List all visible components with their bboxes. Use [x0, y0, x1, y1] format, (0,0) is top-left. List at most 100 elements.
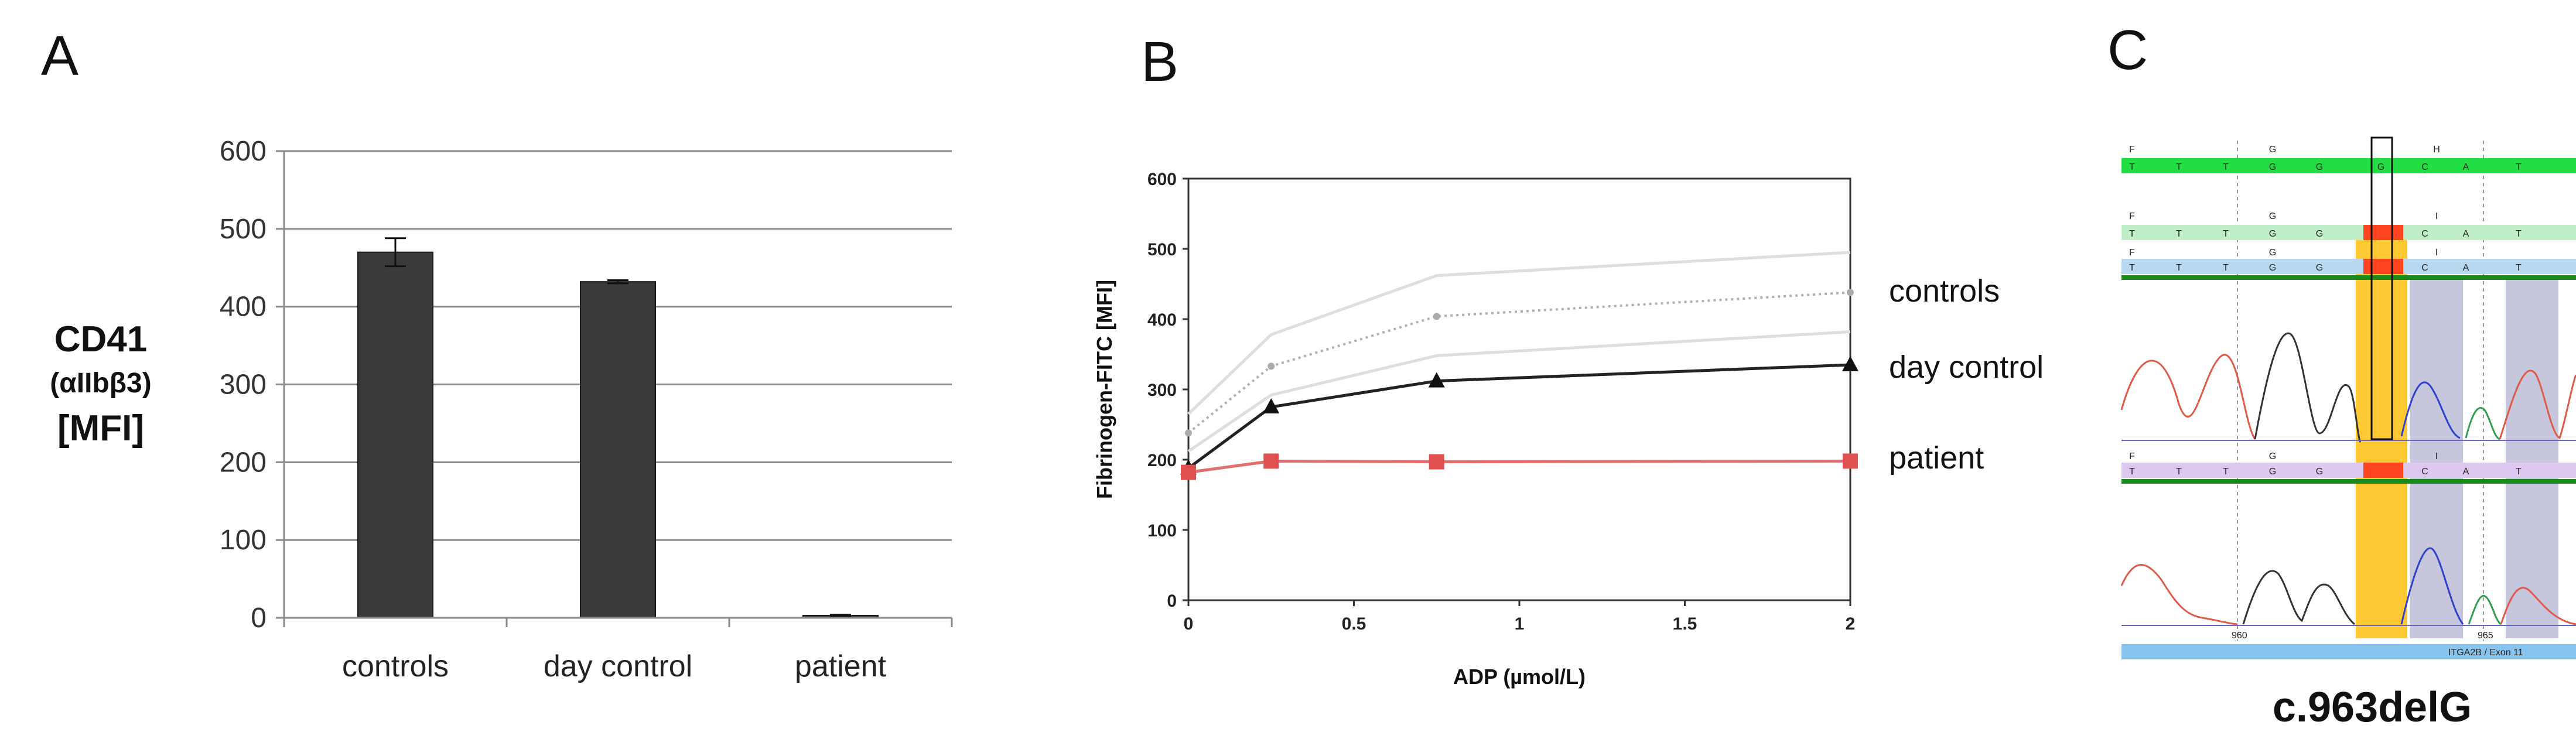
category-label: controls [342, 649, 449, 683]
y-tick-labels: 0 100 200 300 400 500 600 [220, 136, 267, 634]
deletion-marker [2363, 463, 2403, 478]
base-letter: A [2463, 162, 2469, 172]
x-tick-label: 2 [1846, 614, 1856, 634]
header-letter: G [2269, 145, 2276, 155]
base-letter: T [2129, 263, 2135, 273]
error-bars [385, 237, 851, 617]
base-letter: T [2516, 263, 2522, 273]
base-letter: T [2223, 229, 2229, 239]
header-letter: F [2129, 451, 2135, 461]
base-letter: T [2129, 229, 2135, 239]
position-label-960: 960 [2232, 631, 2247, 641]
series-line-controls-upper [1187, 251, 1851, 415]
sample-track-bar [2121, 463, 2576, 478]
series-label-day-control: day control [1889, 350, 2044, 385]
base-letter: G [2316, 467, 2323, 477]
series-lines [1187, 251, 1851, 474]
base-letter: T [2129, 467, 2135, 477]
y-tick-label: 400 [220, 292, 267, 323]
base-letter: T [2176, 467, 2182, 477]
y-label-line-3: [MFI] [57, 408, 144, 449]
deletion-box [2370, 136, 2393, 440]
y-tick-label: 500 [220, 214, 267, 245]
point-patient [1263, 453, 1279, 469]
base-letter: A [2463, 229, 2469, 239]
y-tick-label: 100 [1147, 521, 1177, 541]
x-axis [283, 617, 953, 627]
y-axis-label: Fibrinogen-FITC [MFI] [1092, 280, 1116, 499]
y-tick-label: 300 [1147, 381, 1177, 400]
base-letter: G [2316, 229, 2323, 239]
base-letter: G [2269, 162, 2276, 172]
y-tick-label: 600 [220, 136, 267, 167]
chromatogram-2 [2120, 547, 2576, 626]
series-line-day-control [1187, 363, 1851, 470]
header-letter: G [2269, 451, 2276, 461]
reference-header: F G H [2129, 145, 2440, 155]
x-axis-label: ADP (µmol/L) [1453, 665, 1586, 689]
bar-day-control [580, 281, 656, 619]
base-letter: G [2316, 162, 2323, 172]
header-letter: G [2269, 211, 2276, 221]
panel-letter-b: B [1141, 30, 1178, 93]
base-letter: T [2223, 263, 2229, 273]
y-tick-label: 200 [1147, 451, 1177, 470]
bar-chart-a: 0 100 200 300 400 500 600 controls day control p… [50, 136, 953, 683]
x-tick-label: 1.5 [1673, 614, 1697, 634]
base-letter: T [2223, 467, 2229, 477]
base-letter: C [2421, 162, 2428, 172]
y-tick-label: 200 [220, 447, 267, 478]
base-letter: T [2176, 263, 2182, 273]
y-tick-labels: 0 100 200 300 400 500 600 [1147, 170, 1188, 611]
y-tick-label: 0 [251, 603, 267, 634]
point-controls [1433, 313, 1440, 320]
base-letter: G [2377, 162, 2384, 172]
series-line-patient [1188, 459, 1851, 474]
x-tick-label: 0 [1184, 614, 1194, 634]
base-letter: T [2516, 467, 2522, 477]
quality-bar [2121, 479, 2576, 484]
y-label-line-2: (αIIbβ3) [50, 368, 151, 399]
category-label: patient [795, 649, 887, 683]
y-tick-label: 500 [1147, 240, 1177, 259]
bar-controls [357, 251, 433, 618]
header-letter: I [2435, 211, 2438, 221]
base-letter: T [2516, 229, 2522, 239]
position-label-965: 965 [2478, 631, 2493, 641]
point-controls [1185, 429, 1192, 437]
deletion-marker [2363, 225, 2403, 240]
y-tick-label: 100 [220, 525, 267, 556]
line-chart-b: 0 100 200 300 400 500 600 0 0.5 1 1.5 2 ADP (µmol/… [1092, 170, 2044, 689]
y-tick-label: 600 [1147, 170, 1177, 189]
header-letter: H [2433, 145, 2440, 155]
point-patient [1843, 453, 1858, 469]
series-line-controls-lower [1187, 330, 1851, 453]
sample-track-bar [2121, 225, 2576, 240]
panel-letter-a: A [41, 25, 78, 87]
header-letter: F [2129, 211, 2135, 221]
header-letter: G [2269, 248, 2276, 258]
series-line-controls [1187, 291, 1851, 434]
point-controls [1267, 362, 1275, 370]
header-letter: F [2129, 248, 2135, 258]
category-labels: controls day control patient [342, 649, 887, 683]
point-patient [1429, 454, 1444, 470]
sample-track-bar [2121, 259, 2576, 274]
header-letter: I [2435, 451, 2438, 461]
base-letter: T [2176, 162, 2182, 172]
base-letter: C [2421, 229, 2428, 239]
panel-letter-c: C [2107, 19, 2148, 81]
y-label-line-1: CD41 [54, 319, 148, 360]
y-tick-label: 300 [220, 370, 267, 401]
header-letter: F [2129, 145, 2135, 155]
base-letter: C [2421, 467, 2428, 477]
base-letter: T [2223, 162, 2229, 172]
chromatogram-1 [2120, 332, 2576, 443]
x-tick-label: 1 [1515, 614, 1525, 634]
base-letter: T [2176, 229, 2182, 239]
